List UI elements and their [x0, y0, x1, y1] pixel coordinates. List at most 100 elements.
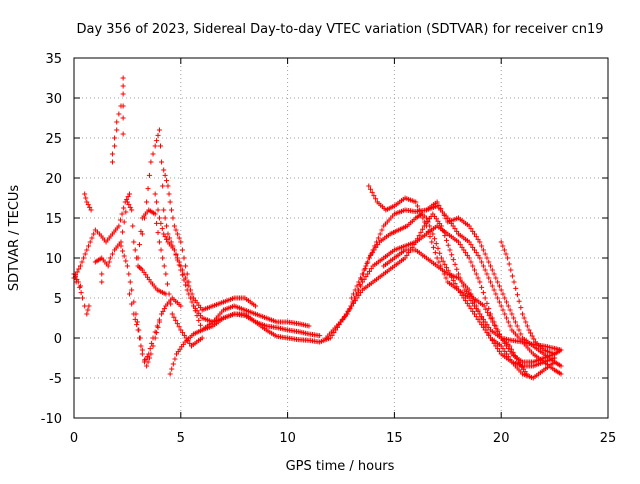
- data-point: [506, 261, 512, 267]
- data-point: [472, 299, 477, 305]
- data-point: [145, 359, 151, 365]
- data-point: [87, 204, 93, 210]
- data-point: [512, 353, 518, 359]
- data-point: [83, 195, 89, 201]
- data-point: [350, 300, 356, 306]
- data-point: [526, 327, 532, 333]
- data-point: [171, 223, 177, 229]
- data-point: [493, 343, 499, 349]
- data-point: [513, 285, 519, 291]
- data-point: [123, 258, 129, 264]
- data-point: [179, 267, 185, 273]
- data-point: [486, 306, 492, 312]
- data-point: [422, 219, 428, 225]
- data-point: [438, 255, 444, 261]
- y-tick-label: 35: [45, 52, 62, 67]
- data-point: [175, 231, 181, 237]
- data-point: [466, 239, 472, 245]
- data-point: [484, 271, 490, 277]
- data-point: [466, 223, 472, 229]
- data-point: [524, 323, 530, 329]
- data-point: [124, 196, 130, 202]
- data-point: [461, 247, 467, 253]
- data-point: [432, 236, 438, 242]
- data-point: [473, 250, 479, 256]
- data-point: [317, 333, 323, 339]
- data-point: [366, 255, 372, 261]
- data-point: [450, 277, 456, 283]
- data-point: [158, 220, 164, 226]
- y-axis-label: SDTVAR / TECUs: [7, 185, 22, 292]
- data-point: [470, 295, 476, 301]
- x-tick-label: 25: [600, 431, 617, 446]
- data-point: [156, 215, 162, 221]
- data-point: [352, 287, 358, 293]
- data-point: [91, 231, 97, 237]
- x-axis-label: GPS time / hours: [286, 459, 395, 474]
- data-point: [498, 343, 504, 349]
- data-point: [479, 284, 485, 290]
- data-point: [418, 229, 424, 235]
- data-point: [129, 207, 135, 213]
- data-point: [88, 207, 94, 213]
- data-point: [175, 255, 181, 261]
- data-point: [375, 242, 381, 248]
- data-point: [331, 330, 337, 336]
- data-point: [508, 346, 514, 352]
- data-point: [82, 251, 88, 257]
- data-point: [179, 247, 185, 253]
- outlier-point: [120, 83, 126, 89]
- data-points: [71, 75, 564, 381]
- data-point: [162, 234, 168, 240]
- data-point: [345, 308, 351, 314]
- data-point: [126, 202, 132, 208]
- data-point: [158, 143, 164, 149]
- data-point: [475, 275, 481, 281]
- data-point: [509, 311, 515, 317]
- data-point: [159, 226, 165, 232]
- data-point: [187, 287, 193, 293]
- data-point: [196, 317, 202, 323]
- data-point: [468, 226, 474, 232]
- data-point: [504, 315, 510, 321]
- data-point: [480, 263, 486, 269]
- data-point: [159, 311, 165, 317]
- data-point: [485, 309, 491, 315]
- outlier-point: [99, 271, 105, 277]
- data-point: [105, 263, 111, 269]
- data-point: [183, 282, 189, 288]
- data-point: [350, 291, 356, 297]
- data-point: [463, 298, 469, 304]
- data-point: [180, 330, 186, 336]
- data-point: [363, 263, 369, 269]
- data-point: [502, 348, 508, 354]
- data-point: [152, 335, 158, 341]
- data-point: [119, 211, 125, 217]
- data-point: [74, 276, 80, 282]
- data-point: [78, 290, 84, 296]
- data-point: [482, 267, 488, 273]
- data-point: [436, 202, 442, 208]
- data-point: [488, 279, 494, 285]
- data-point: [371, 193, 377, 199]
- x-tick-label: 20: [493, 431, 510, 446]
- data-point: [500, 243, 506, 249]
- y-tick-label: 30: [45, 92, 62, 107]
- outlier-point: [120, 91, 126, 97]
- data-point: [171, 247, 177, 253]
- data-point: [121, 253, 127, 259]
- data-point: [130, 223, 136, 229]
- data-point: [141, 357, 147, 363]
- data-point: [498, 303, 504, 309]
- data-point: [150, 343, 156, 349]
- data-point: [489, 283, 495, 289]
- data-point: [475, 307, 481, 313]
- data-point: [470, 263, 476, 269]
- data-point: [374, 239, 380, 245]
- data-point: [156, 239, 162, 245]
- data-point: [477, 279, 483, 285]
- data-point: [473, 271, 479, 277]
- data-point: [347, 306, 353, 312]
- data-point: [169, 366, 175, 372]
